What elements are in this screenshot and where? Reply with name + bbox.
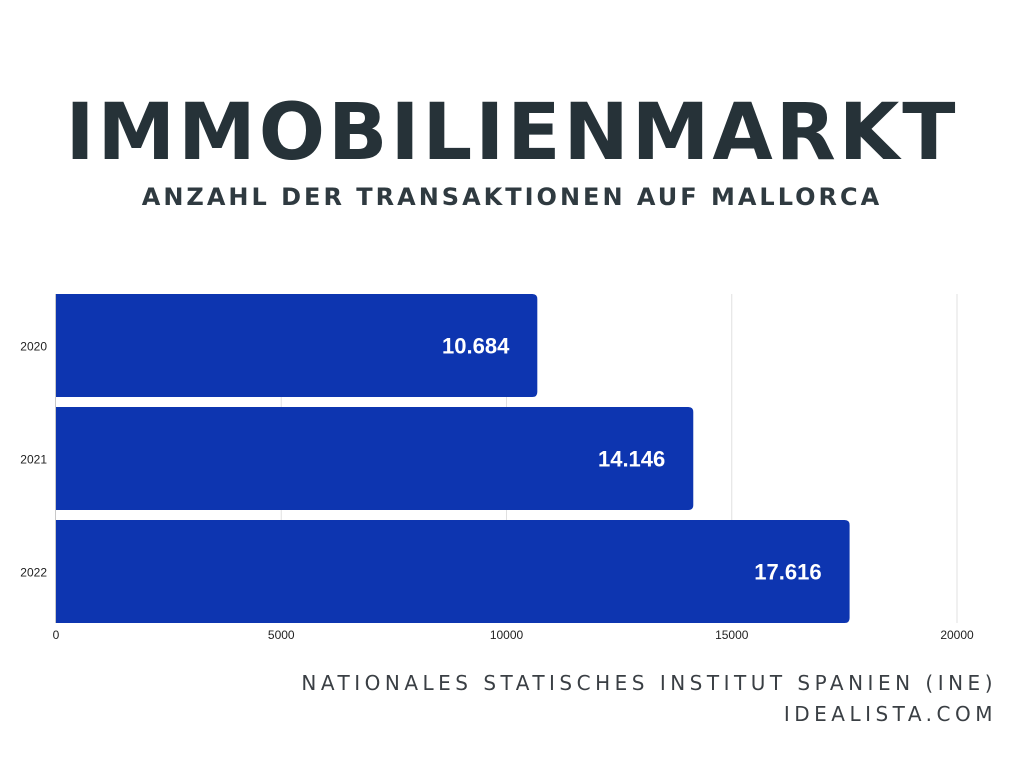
bar-value-label: 10.684	[442, 334, 510, 359]
y-tick-label: 2022	[20, 566, 47, 580]
x-tick-label: 10000	[490, 628, 524, 642]
x-tick-label: 20000	[940, 628, 974, 642]
bar	[56, 520, 850, 623]
x-tick-label: 5000	[268, 628, 295, 642]
page-title: IMMOBILIENMARKT	[65, 88, 959, 178]
x-tick-label: 15000	[715, 628, 749, 642]
source-line-1: NATIONALES STATISCHES INSTITUT SPANIEN (…	[301, 671, 997, 695]
x-tick-label: 0	[53, 628, 60, 642]
y-tick-label: 2020	[20, 340, 47, 354]
y-tick-label: 2021	[20, 453, 47, 467]
source-line-2: IDEALISTA.COM	[783, 702, 997, 726]
bar-value-label: 17.616	[754, 560, 821, 585]
bar-chart: 10.684 2020 14.146 2021 17.616 2022 0 5000 10000…	[20, 294, 974, 642]
page-subtitle: ANZAHL DER TRANSAKTIONEN AUF MALLORCA	[141, 183, 883, 211]
bar	[56, 294, 538, 397]
bar-value-label: 14.146	[598, 447, 665, 472]
bar	[56, 407, 694, 510]
